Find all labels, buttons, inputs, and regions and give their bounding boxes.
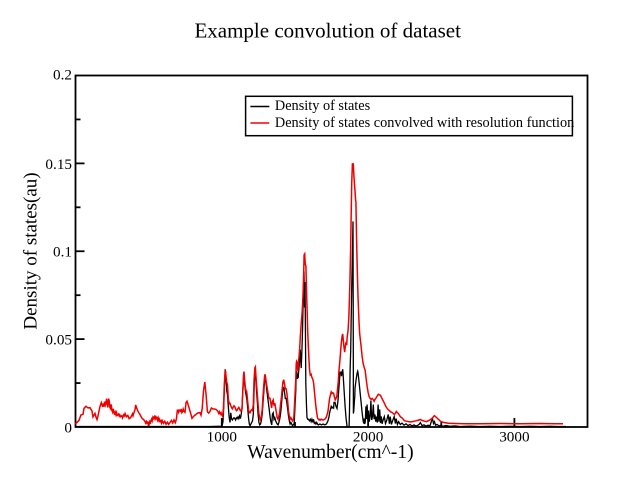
- svg-text:Density of states convolved wi: Density of states convolved with resolut…: [275, 115, 574, 131]
- svg-text:0.1: 0.1: [53, 244, 72, 261]
- svg-text:Density of states(au): Density of states(au): [21, 172, 42, 329]
- svg-text:0.05: 0.05: [45, 332, 72, 349]
- svg-text:1000: 1000: [207, 428, 238, 445]
- svg-text:2000: 2000: [353, 428, 384, 445]
- svg-text:0: 0: [64, 419, 72, 436]
- svg-text:0.15: 0.15: [45, 156, 72, 173]
- svg-text:Wavenumber(cm^-1): Wavenumber(cm^-1): [247, 442, 413, 463]
- svg-text:0.2: 0.2: [53, 67, 72, 84]
- svg-text:3000: 3000: [499, 428, 530, 445]
- svg-text:Density of states: Density of states: [275, 98, 371, 114]
- svg-text:Example convolution of dataset: Example convolution of dataset: [194, 19, 461, 43]
